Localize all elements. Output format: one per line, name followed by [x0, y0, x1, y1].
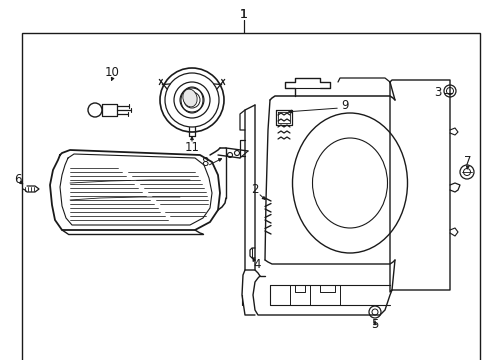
Text: 5: 5 — [370, 319, 378, 332]
Ellipse shape — [183, 89, 197, 107]
Text: 2: 2 — [251, 184, 258, 197]
Text: 9: 9 — [341, 99, 348, 112]
Circle shape — [443, 85, 455, 97]
Text: 7: 7 — [463, 156, 471, 168]
Text: 3: 3 — [433, 86, 441, 99]
Circle shape — [371, 309, 377, 315]
Circle shape — [368, 306, 380, 318]
Text: 1: 1 — [240, 8, 247, 21]
Text: 8: 8 — [201, 157, 208, 170]
Text: 6: 6 — [14, 174, 21, 186]
Circle shape — [459, 165, 473, 179]
Text: 4: 4 — [253, 258, 260, 271]
Text: 1: 1 — [240, 8, 247, 21]
Circle shape — [446, 87, 452, 94]
Circle shape — [463, 168, 469, 175]
Text: 11: 11 — [184, 141, 199, 154]
Text: 10: 10 — [104, 67, 119, 80]
